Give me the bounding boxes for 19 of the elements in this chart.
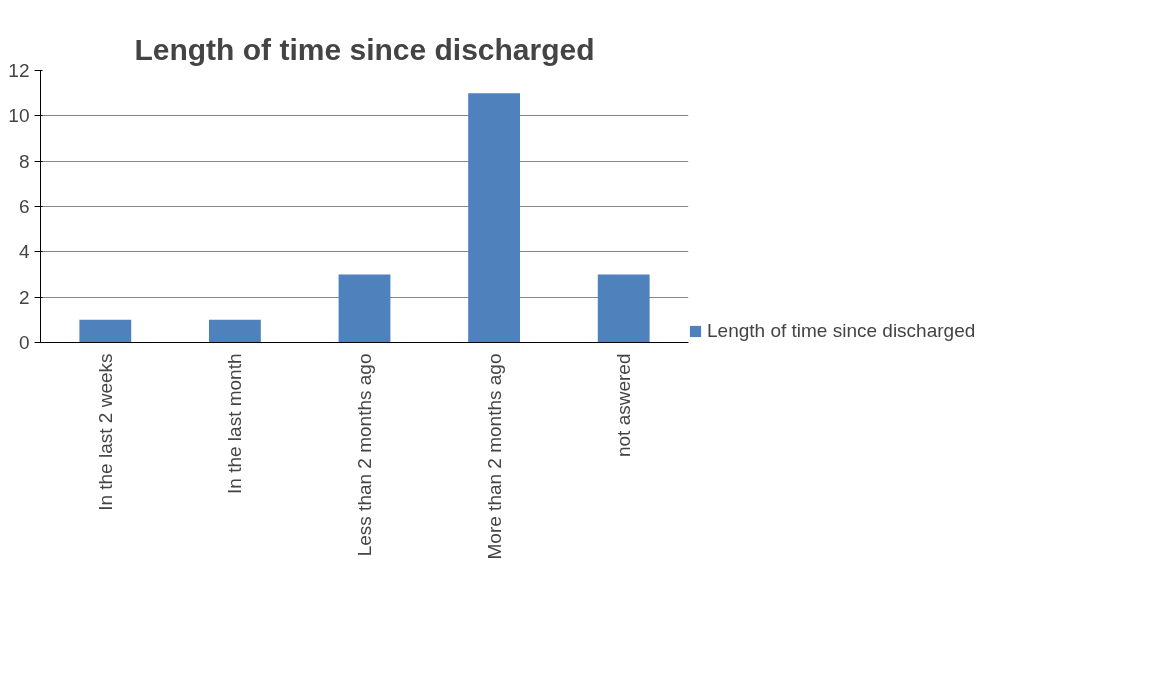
- y-tick-label: 0: [18, 332, 30, 353]
- x-tick-label: In the last 2 weeks: [94, 353, 116, 511]
- bar: [79, 319, 132, 343]
- y-tick-label: 10: [8, 105, 30, 127]
- x-tick-label: In the last month: [224, 353, 246, 494]
- y-tick-label: 8: [18, 150, 30, 172]
- bar: [338, 274, 391, 343]
- bar: [468, 93, 521, 343]
- bar: [597, 274, 650, 343]
- x-tick-label: not aswered: [613, 353, 635, 458]
- x-tick-label: Less than 2 months ago: [354, 353, 375, 557]
- y-tick-label: 2: [18, 286, 30, 308]
- y-tick-label: 4: [18, 241, 30, 263]
- y-tick-label: 6: [18, 196, 30, 217]
- bar: [208, 319, 261, 343]
- x-tick-label: More than 2 months ago: [483, 353, 505, 560]
- y-tick-label: 12: [8, 60, 30, 81]
- chart-title: Length of time since discharged: [134, 32, 595, 66]
- legend-label: Length of time since discharged: [707, 320, 976, 342]
